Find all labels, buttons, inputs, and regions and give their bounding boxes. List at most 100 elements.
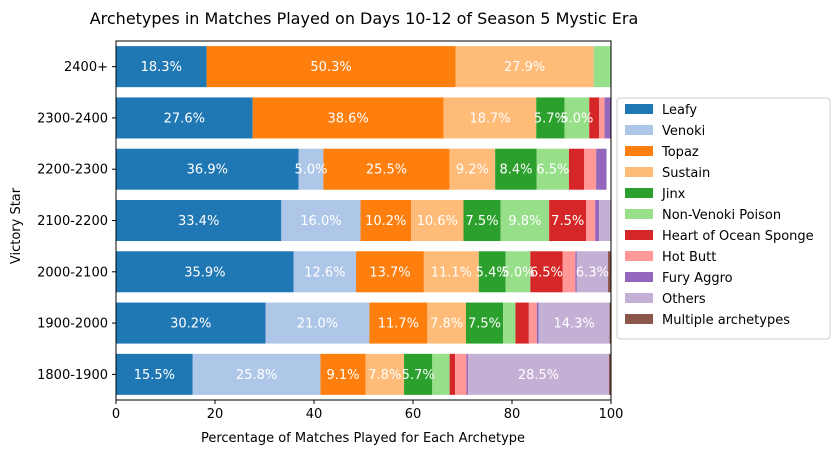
bar-segment	[593, 46, 611, 88]
data-label: 5.7%	[534, 111, 567, 126]
bar-segment	[538, 302, 610, 344]
legend-swatch	[625, 272, 653, 282]
legend-swatch	[625, 251, 653, 261]
data-label: 27.9%	[504, 60, 545, 75]
data-label: 35.9%	[184, 265, 225, 280]
data-label: 7.5%	[551, 214, 584, 229]
bar-segment	[465, 302, 504, 344]
bar-segment	[503, 302, 516, 344]
data-label: 10.2%	[365, 214, 406, 229]
bar-segment	[568, 148, 585, 190]
x-axis-label: Percentage of Matches Played for Each Ar…	[201, 431, 525, 446]
data-label: 15.5%	[134, 368, 175, 383]
bar-segment	[116, 148, 299, 190]
legend-label: Multiple archetypes	[662, 313, 790, 328]
data-label: 27.6%	[164, 111, 205, 126]
data-label: 30.2%	[170, 317, 211, 332]
bar-segment	[449, 148, 496, 190]
bar-segment	[609, 353, 611, 395]
bar-segment	[265, 302, 370, 344]
bar-segment	[609, 302, 611, 344]
y-tick-label: 2400+	[64, 60, 108, 75]
bar-segment	[411, 199, 464, 242]
bar-segment	[423, 251, 479, 293]
bar-segment	[575, 251, 577, 293]
legend-swatch	[625, 146, 653, 156]
data-label: 5.0%	[501, 265, 534, 280]
legend-swatch	[625, 209, 653, 219]
y-tick-label: 1800-1900	[37, 368, 108, 383]
legend: Leafy Venoki Topaz Sustain Jinx Non-Venoki Po…	[616, 97, 831, 340]
bar-segment	[536, 148, 569, 190]
bar-segment	[586, 199, 596, 242]
data-label: 14.3%	[553, 317, 594, 332]
bar-segment	[356, 251, 424, 293]
data-labels-layer: 18.3% 50.3% 27.9%27.6% 38.6% 18.7% 5.7%5.0%36…	[134, 60, 609, 383]
bar-segment	[515, 302, 529, 344]
data-label: 25.5%	[366, 163, 407, 178]
bar-segment	[505, 251, 531, 293]
y-tick-label: 2000-2100	[37, 265, 108, 280]
bar-segment	[404, 353, 433, 395]
bar-segment	[608, 251, 611, 293]
bar-segment	[549, 199, 587, 242]
bar-segment	[466, 353, 468, 395]
bar-segment	[528, 302, 537, 344]
bar-segment	[252, 97, 444, 139]
bar-segment	[323, 148, 450, 190]
x-tick-label: 40	[306, 407, 323, 422]
x-axis: 0 20 40 60 80 100	[112, 400, 624, 422]
bar-segment	[360, 199, 412, 242]
data-label: 7.5%	[468, 317, 501, 332]
bar-segment	[599, 97, 605, 139]
x-tick-label: 100	[599, 407, 624, 422]
data-label: 5.4%	[476, 265, 509, 280]
bar-segment	[116, 353, 193, 395]
bar-segment	[536, 97, 565, 139]
data-label: 36.9%	[187, 163, 228, 178]
bar-segment	[432, 353, 450, 395]
legend-label: Fury Aggro	[662, 271, 733, 286]
y-tick-label: 1900-2000	[37, 317, 108, 332]
bar-segment	[365, 353, 405, 395]
y-tick-label: 2300-2400	[37, 111, 108, 126]
data-label: 7.8%	[430, 317, 463, 332]
legend-label: Non-Venoki Poison	[662, 208, 781, 223]
bar-segment	[536, 302, 539, 344]
x-tick-label: 20	[207, 407, 224, 422]
bar-segment	[116, 46, 207, 88]
bar-segment	[564, 97, 590, 139]
legend-swatch	[625, 104, 653, 114]
bar-segment	[192, 353, 321, 395]
bar-segment	[116, 251, 294, 293]
bar-segment	[500, 199, 550, 242]
bar-segment	[116, 302, 266, 344]
x-tick-label: 80	[504, 407, 521, 422]
legend-box	[616, 97, 831, 340]
bar-segment	[298, 148, 324, 190]
chart-title: Archetypes in Matches Played on Days 10-…	[90, 9, 639, 28]
data-label: 13.7%	[369, 265, 410, 280]
bar-segment	[576, 251, 609, 293]
bar-segment	[281, 199, 361, 242]
bar-segment	[116, 97, 253, 139]
data-label: 18.7%	[469, 111, 510, 126]
legend-swatch	[625, 125, 653, 135]
data-label: 6.3%	[576, 265, 609, 280]
legend-label: Leafy	[662, 103, 697, 118]
legend-swatch	[625, 167, 653, 177]
data-label: 50.3%	[310, 60, 351, 75]
bar-segment	[584, 148, 597, 190]
x-tick-label: 0	[112, 407, 120, 422]
bar-segment	[595, 199, 600, 242]
data-label: 12.6%	[304, 265, 345, 280]
data-label: 5.0%	[295, 163, 328, 178]
legend-label: Others	[662, 292, 706, 307]
legend-label: Sustain	[662, 166, 710, 181]
bar-segment	[320, 353, 366, 395]
data-label: 18.3%	[141, 60, 182, 75]
bar-segment	[596, 148, 607, 190]
data-label: 6.5%	[536, 163, 569, 178]
bar-segment	[467, 353, 610, 395]
